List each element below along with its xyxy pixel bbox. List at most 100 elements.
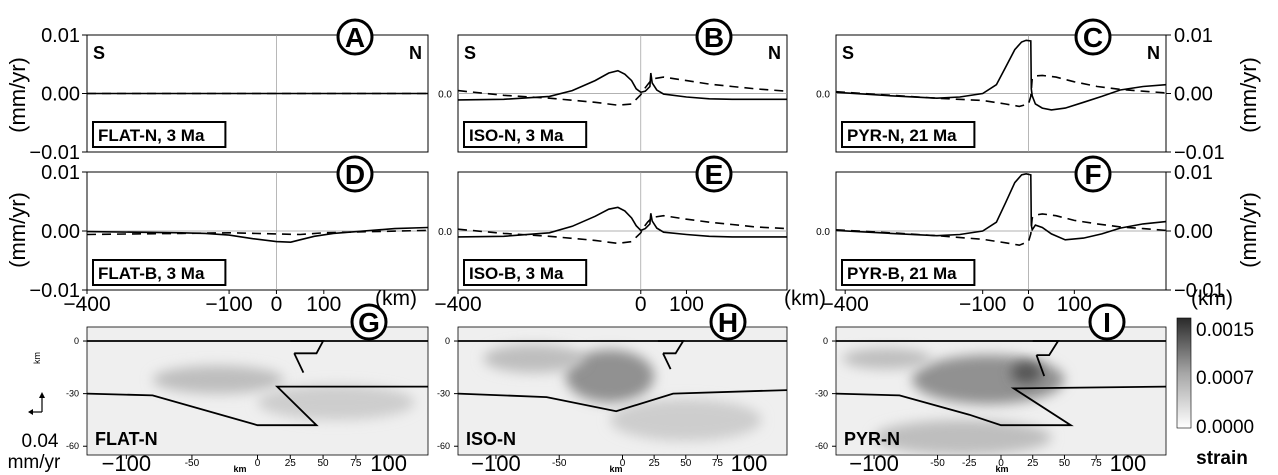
panel-label-box-C: [841, 121, 976, 148]
cs-ylabel-g: km: [32, 352, 42, 364]
panel-label-B: ISO-N, 3 Ma: [469, 126, 564, 145]
panel-letter-B: B: [704, 22, 724, 53]
y-label-left-mid: (mm/yr): [5, 192, 30, 268]
ytick-inner-B: 0.0: [438, 90, 452, 101]
panel-label-box-B: [463, 121, 588, 148]
ytick-label-C-1: 0.00: [1174, 84, 1213, 106]
ytick-label-A-2: −0.01: [29, 142, 80, 164]
cs-xlabel-g: km: [233, 464, 246, 474]
cs-xtick-label-G-4: 50: [318, 458, 330, 469]
cs-label-I: PYR-N: [844, 429, 900, 449]
panel-letter-circle-F: [1074, 155, 1112, 193]
cs-xtick-label-I-2: -25: [962, 458, 977, 469]
ytick-label-C-0: 0.01: [1174, 25, 1213, 47]
series-dashed-B: [457, 76, 788, 107]
ytick-inner-C: 0.0: [816, 90, 830, 101]
ytick-label-F-1: 0.00: [1174, 221, 1213, 243]
cs-xtick-label-I-4: 25: [1027, 458, 1039, 469]
xtick-label-E-2: 100: [669, 293, 704, 316]
panel-label-box-E: [463, 259, 588, 286]
cs-xtick-label-I-5: 50: [1059, 458, 1071, 469]
dir-right-B: N: [768, 43, 781, 63]
cs-shading-I: [842, 348, 1065, 455]
xtick-label-D-0: −400: [63, 293, 110, 316]
boundary-line-H-3: [457, 389, 788, 413]
xtick-label-F-3: 100: [1057, 293, 1092, 316]
strain-blob-H-0: [565, 349, 655, 403]
panel-letter-H: H: [718, 307, 738, 338]
cs-shading-G: [152, 365, 415, 420]
panel-letter-circle-E: [695, 155, 733, 193]
series-solid-E: [457, 206, 787, 238]
cs-xtick-label-G-5: 75: [350, 458, 362, 469]
cs-xtick-label-H-0: −100: [471, 451, 521, 475]
panel-letter-E: E: [705, 159, 724, 190]
cs-xtick-label-I-1: -50: [930, 458, 945, 469]
boundary-line-I-1: [1032, 340, 1060, 357]
cs-xtick-label-H-4: 50: [680, 458, 692, 469]
xtick-label-F-1: −100: [959, 293, 1006, 316]
panel-letter-C: C: [1083, 22, 1103, 53]
panel-letter-I: I: [1103, 307, 1111, 338]
boundary-line-I-3: [835, 385, 1167, 427]
colorbar-tick-top: 0.0015: [1196, 320, 1254, 341]
dir-left-B: S: [464, 43, 476, 63]
panel-letter-circle-I: [1088, 303, 1126, 341]
colorbar-tick-bottom: 0.0000: [1196, 417, 1254, 438]
cs-label-H: ISO-N: [466, 429, 516, 449]
cs-xtick-label-I-0: −100: [849, 451, 899, 475]
series-solid-C: [835, 39, 1167, 111]
panel-label-E: ISO-B, 3 Ma: [469, 264, 564, 283]
ytick-label-C-2: −0.01: [1174, 142, 1225, 164]
cs-xtick-label-G-3: 25: [285, 458, 297, 469]
panel-label-box-F: [841, 259, 976, 286]
cs-xtick-label-H-6: 100: [731, 451, 768, 475]
dir-right-C: N: [1147, 43, 1160, 63]
boundary-line-G-3: [86, 385, 428, 427]
xtick-label-D-2: 0: [271, 293, 283, 316]
scale-value: 0.04: [22, 431, 59, 452]
panel-label-C: PYR-N, 21 Ma: [847, 126, 957, 145]
panel-letter-circle-A: [336, 18, 374, 56]
cs-ytick-label-H-2: -60: [437, 441, 450, 451]
cs-xtick-label-I-3: 0: [998, 458, 1004, 469]
boundary-line-I-2: [1035, 354, 1046, 377]
colorbar: [1176, 317, 1192, 429]
cs-ytick-label-I-0: 0: [823, 336, 828, 346]
strain-blob-G-1: [257, 384, 415, 420]
ytick-inner-F: 0.0: [816, 227, 830, 238]
cs-xlabel-i: km: [995, 464, 1008, 474]
km-unit-1: (km): [375, 287, 417, 310]
ytick-label-F-2: −0.01: [1174, 280, 1225, 302]
ytick-inner-E: 0.0: [438, 227, 452, 238]
scale-unit: mm/yr: [8, 452, 61, 473]
cs-xtick-label-G-6: 100: [370, 451, 407, 475]
cs-ytick-label-G-2: -60: [66, 441, 79, 451]
boundary-line-G-1: [290, 340, 325, 355]
xtick-label-E-0: −400: [434, 293, 481, 316]
panel-letter-circle-D: [336, 155, 374, 193]
cs-xtick-label-H-3: 25: [649, 458, 661, 469]
cs-label-G: FLAT-N: [95, 429, 158, 449]
panel-letter-D: D: [345, 159, 365, 190]
strain-blob-I-0: [912, 355, 1065, 405]
panel-letter-circle-H: [709, 303, 747, 341]
dir-left-A: S: [93, 43, 105, 63]
cs-xlabel-h: km: [609, 464, 622, 474]
cs-xtick-label-I-7: 100: [1110, 451, 1147, 475]
series-dashed-E: [457, 214, 788, 245]
series-solid-F: [835, 172, 1167, 241]
ytick-label-D-2: −0.01: [29, 280, 80, 302]
xtick-label-F-2: 0: [1023, 293, 1035, 316]
panel-label-F: PYR-B, 21 Ma: [847, 264, 957, 283]
y-label-left-top: (mm/yr): [5, 57, 30, 133]
cs-xtick-label-H-1: -50: [552, 458, 567, 469]
series-solid-B: [457, 69, 787, 101]
y-label-right-mid: (mm/yr): [1236, 192, 1261, 268]
panel-label-D: FLAT-B, 3 Ma: [98, 264, 205, 283]
boundary-line-H-2: [662, 352, 672, 370]
panel-label-box-D: [92, 259, 227, 286]
series-dashed-F: [835, 213, 1167, 247]
series-dashed-D: [86, 229, 429, 236]
dir-right-A: N: [409, 43, 422, 63]
